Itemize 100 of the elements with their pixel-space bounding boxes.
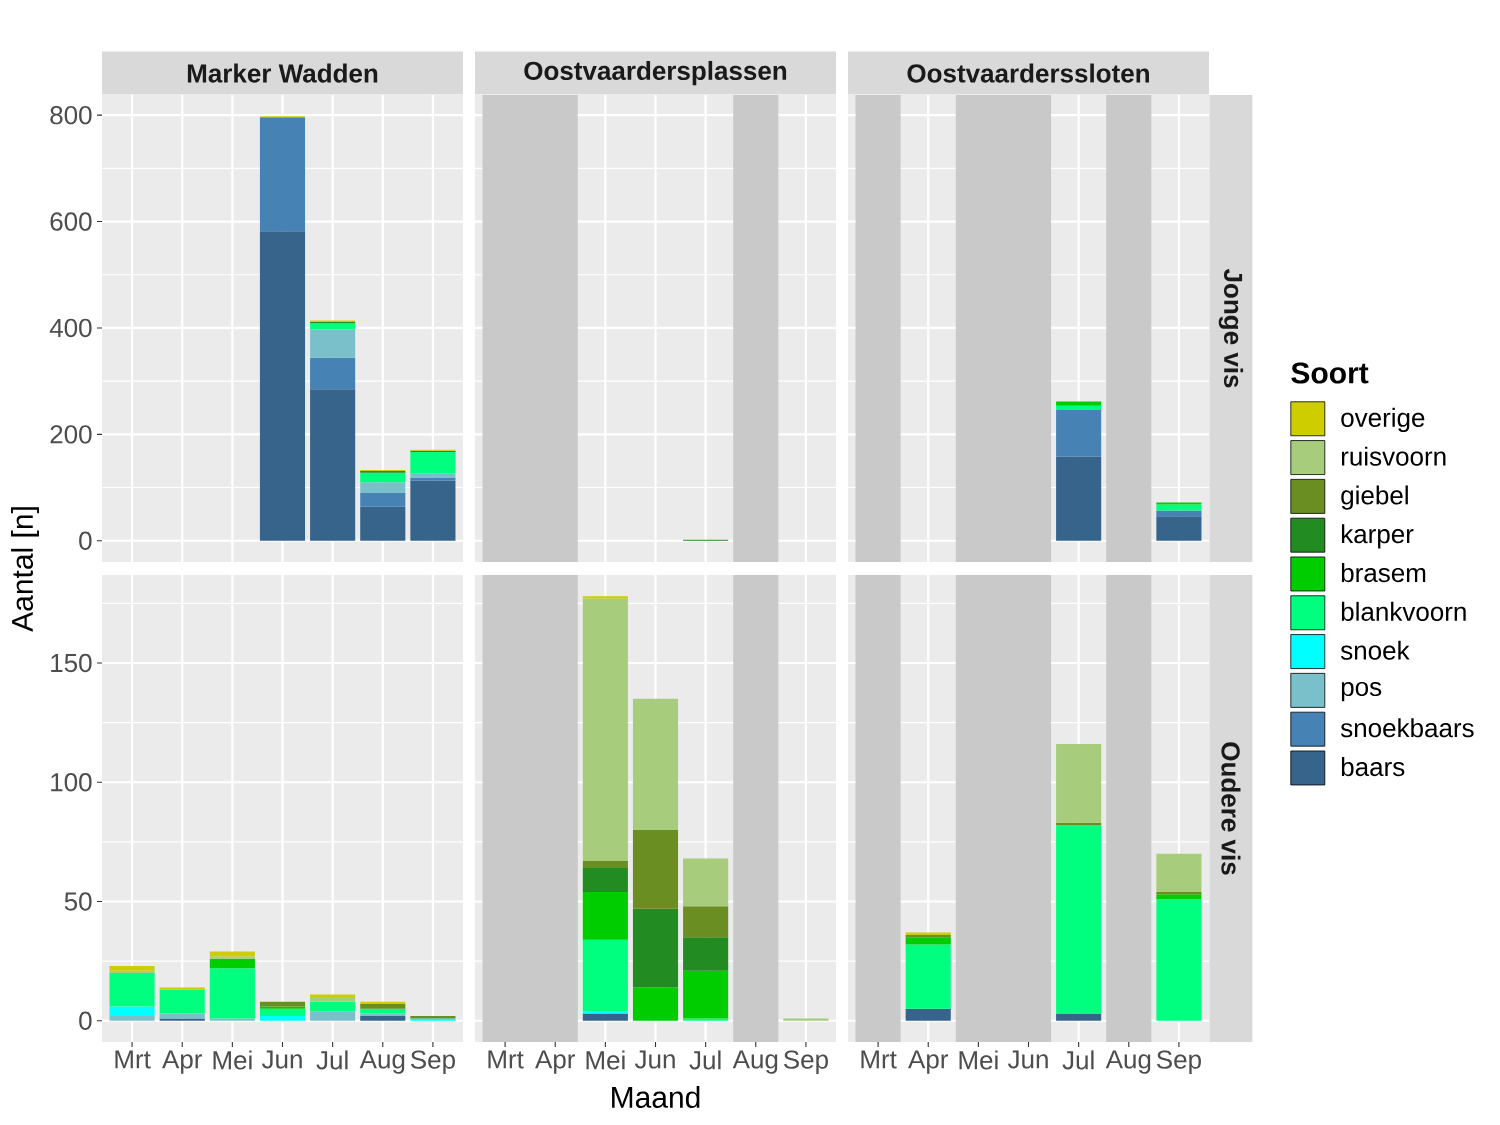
bar bbox=[683, 858, 729, 907]
bar bbox=[159, 987, 205, 990]
y-tick-label: 600 bbox=[50, 212, 92, 231]
bar bbox=[109, 973, 155, 1007]
bar bbox=[1156, 516, 1202, 541]
bar bbox=[310, 1011, 356, 1021]
bar bbox=[109, 965, 155, 971]
bar bbox=[683, 970, 729, 1019]
y-tick-label: 0 bbox=[79, 1011, 92, 1030]
legend-label: giebel bbox=[1341, 485, 1408, 510]
bar bbox=[209, 958, 255, 969]
x-tick-label: Mrt bbox=[488, 1050, 524, 1069]
chart-title: Oostvaarderssloten bbox=[907, 63, 1149, 83]
bar bbox=[582, 891, 628, 940]
bar bbox=[1056, 456, 1102, 541]
x-tick-label: Apr bbox=[535, 1050, 576, 1074]
bar bbox=[1156, 502, 1202, 505]
x-tick-label: Aug bbox=[359, 1050, 405, 1074]
bar bbox=[310, 1001, 356, 1012]
y-tick-label: 800 bbox=[50, 105, 92, 125]
bar bbox=[360, 1008, 406, 1014]
legend-label: blankvoorn bbox=[1341, 601, 1466, 621]
x-tick-label: Jul bbox=[1062, 1050, 1094, 1070]
bar bbox=[1056, 744, 1102, 823]
y-axis-title: Aantal [n] bbox=[11, 507, 39, 632]
x-tick-label: Aug bbox=[1105, 1050, 1151, 1074]
bar bbox=[259, 1006, 306, 1009]
bar bbox=[905, 1008, 951, 1021]
bar bbox=[159, 989, 205, 1014]
y-tick-label: 50 bbox=[64, 892, 92, 911]
bar bbox=[632, 698, 679, 830]
bar bbox=[360, 472, 406, 483]
x-tick-label: Mrt bbox=[861, 1050, 897, 1069]
bar bbox=[410, 477, 456, 481]
bar bbox=[905, 937, 951, 945]
x-tick-label: Sep bbox=[410, 1050, 455, 1074]
x-tick-label: Sep bbox=[1156, 1050, 1201, 1074]
bar bbox=[1156, 894, 1202, 900]
bar bbox=[310, 323, 356, 330]
legend-label: karper bbox=[1341, 524, 1414, 549]
bar bbox=[109, 1006, 155, 1016]
bar bbox=[1056, 825, 1102, 1014]
y-tick-label: 200 bbox=[50, 425, 92, 444]
bar bbox=[783, 1018, 829, 1021]
bar bbox=[410, 451, 456, 474]
x-tick-label: Mei bbox=[959, 1050, 998, 1070]
legend-label: brasem bbox=[1341, 563, 1426, 583]
bar bbox=[632, 908, 679, 988]
bar bbox=[905, 944, 951, 1009]
y2-axis-title: Oudere vis bbox=[1221, 742, 1241, 875]
x-tick-label: Jul bbox=[316, 1050, 348, 1070]
bar bbox=[1056, 409, 1102, 457]
x-tick-label: Apr bbox=[162, 1050, 203, 1074]
bar bbox=[632, 829, 679, 909]
bar bbox=[360, 1004, 406, 1009]
y-tick-label: 0 bbox=[79, 531, 92, 550]
bar bbox=[109, 1016, 155, 1021]
bar bbox=[310, 389, 356, 541]
bar bbox=[1156, 853, 1202, 892]
bar bbox=[582, 598, 628, 861]
legend-label: snoekbaars bbox=[1340, 718, 1474, 738]
bar bbox=[259, 1016, 306, 1021]
x-tick-label: Sep bbox=[783, 1050, 828, 1074]
x-tick-label: Jun bbox=[261, 1050, 302, 1069]
x-tick-label: Jul bbox=[689, 1050, 721, 1070]
bar bbox=[683, 937, 729, 971]
bar bbox=[410, 480, 456, 541]
bar bbox=[683, 906, 729, 938]
chart-title: Oostvaardersplassen bbox=[524, 60, 787, 86]
legend-label: ruisvoorn bbox=[1341, 446, 1446, 466]
y-tick-label: 100 bbox=[51, 773, 92, 792]
bar bbox=[159, 1018, 205, 1021]
bar bbox=[360, 1016, 406, 1021]
bar bbox=[582, 596, 628, 599]
legend-label: baars bbox=[1341, 757, 1405, 777]
bar bbox=[582, 868, 628, 892]
bar bbox=[360, 506, 406, 541]
bar bbox=[1156, 510, 1202, 517]
y2-axis-title: Jonge vis bbox=[1218, 268, 1244, 388]
legend-label: snoek bbox=[1340, 640, 1410, 660]
x-tick-label: Jun bbox=[1007, 1050, 1048, 1069]
bar bbox=[582, 939, 628, 1012]
bar bbox=[1056, 405, 1102, 410]
y-tick-label: 400 bbox=[49, 318, 92, 338]
bar bbox=[582, 860, 628, 869]
bar bbox=[209, 968, 255, 1019]
legend-label: overige bbox=[1341, 407, 1425, 433]
bar bbox=[209, 1018, 255, 1021]
x-axis-title: Maand bbox=[612, 1085, 700, 1108]
bar bbox=[310, 357, 356, 390]
x-tick-label: Aug bbox=[732, 1050, 778, 1074]
x-tick-label: Mei bbox=[586, 1050, 625, 1070]
bar bbox=[1056, 1013, 1102, 1021]
chart-title: Marker Wadden bbox=[187, 63, 378, 83]
x-tick-label: Jun bbox=[634, 1050, 675, 1069]
bar bbox=[683, 1018, 729, 1021]
bar bbox=[259, 1008, 306, 1016]
y-tick-label: 150 bbox=[51, 653, 92, 673]
bar bbox=[360, 492, 406, 507]
bar bbox=[582, 1011, 628, 1014]
